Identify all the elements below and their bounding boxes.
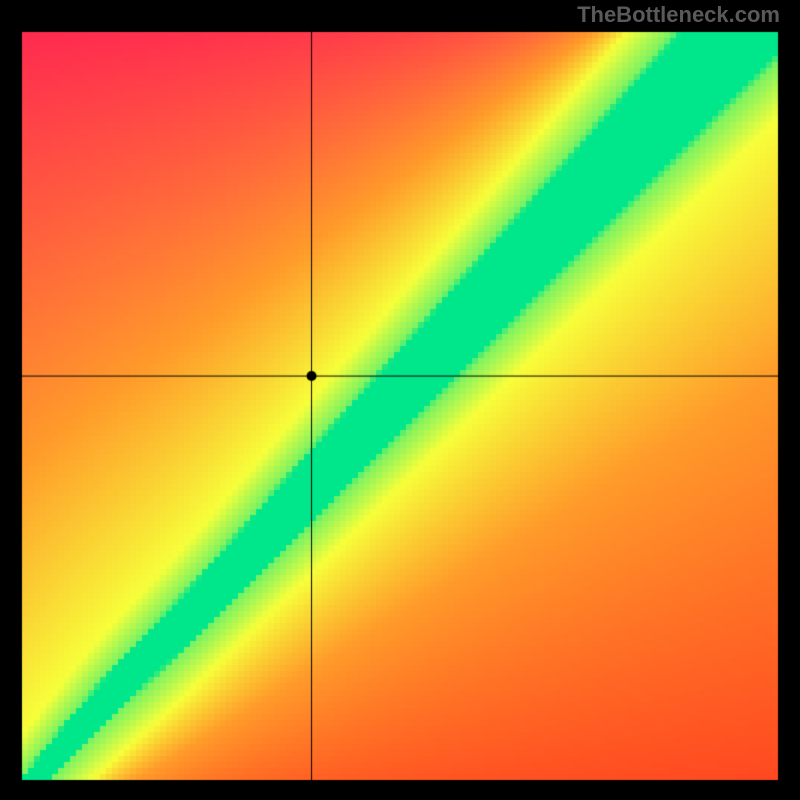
watermark-text: TheBottleneck.com [577,2,780,28]
chart-container: TheBottleneck.com [0,0,800,800]
heatmap-canvas [0,0,800,800]
